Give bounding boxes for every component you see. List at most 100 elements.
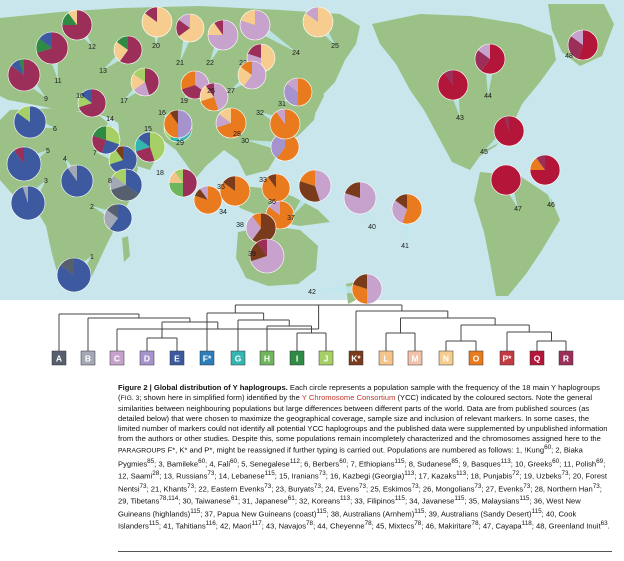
pie-slice-N [131, 73, 145, 91]
population-pie-44: 44 [474, 43, 506, 100]
caption-t3: (YCC) indicated by the coloured sectors.… [118, 392, 608, 443]
caption-paragroups[interactable]: PARAGROUPS [118, 447, 166, 455]
haplogroup-box-Q [529, 350, 545, 366]
caption-seg: ; 33, Filipinos [350, 496, 395, 506]
caption-figref[interactable]: FIG. 3 [120, 394, 140, 402]
caption-seg: ; 9, Basques [458, 459, 501, 469]
ref: 113 [340, 495, 351, 503]
caption-seg: ; 22, Eastern Evenks [194, 484, 265, 494]
caption-t4: F*, K* and P*, might be reassigned if fu… [165, 445, 545, 455]
pie-outline [10, 185, 46, 221]
caption-seg: ; 24, Evens [320, 484, 359, 494]
pie-slice-J [174, 169, 183, 183]
caption-ycc-link[interactable]: Y Chromosome Consortium [301, 392, 396, 402]
pie-slice-E [60, 165, 93, 197]
pie-outline [141, 6, 173, 38]
population-pie-20: 20 [141, 6, 173, 50]
pie-outline [529, 154, 561, 186]
population-number-label: 3 [44, 178, 48, 185]
pie-outline [77, 88, 107, 118]
ref: 60 [544, 444, 552, 452]
pie-slice-B [104, 209, 118, 230]
pie-slice-N [199, 85, 214, 102]
ref: 115 [394, 457, 405, 465]
pie-slice-R [504, 116, 509, 131]
ref: 60 [230, 457, 238, 465]
ref: 115 [190, 507, 201, 515]
haplogroup-label-H: H [264, 354, 270, 364]
population-pie-14: 14 [91, 116, 121, 155]
pie-outline [298, 169, 332, 203]
pie-slice-C [268, 201, 280, 215]
population-pie-10: 10 [76, 88, 107, 118]
population-number-label: 32 [256, 110, 264, 117]
caption-seg: ; 13, Russians [159, 471, 208, 481]
pie-slice-O [216, 108, 247, 138]
pie-slice-O [270, 109, 300, 140]
haplogroup-box-R [558, 350, 574, 366]
haplogroup-label-E: E [174, 354, 180, 364]
ref: 28 [152, 470, 160, 478]
ref: 115 [454, 495, 465, 503]
pie-outline [91, 125, 121, 155]
pie-slice-C [367, 274, 382, 304]
caption-seg: ; 16, Kazbegi (Georgia) [325, 471, 405, 481]
pie-slice-E [109, 204, 133, 232]
pie-slice-O [276, 133, 299, 161]
haplogroup-label-A: A [56, 354, 62, 364]
pie-outline [60, 164, 94, 198]
pie-slice-O [262, 174, 291, 203]
population-pie-41: 41 [391, 193, 423, 250]
population-number-label: 5 [46, 148, 50, 155]
population-number-label: 23 [239, 60, 247, 67]
pie-outline [343, 181, 377, 215]
haplogroup-label-L: L [383, 354, 388, 364]
population-number-label: 13 [99, 68, 107, 75]
population-number-label: 8 [108, 178, 112, 185]
caption-seg: ; 32, Koreans [294, 496, 340, 506]
caption-seg: ; 42, Maori [215, 521, 252, 531]
caption-t1: Each circle represents a population samp… [118, 383, 600, 402]
pie-outline [219, 175, 251, 207]
pie-outline [13, 105, 47, 139]
population-pie-13: 13 [99, 35, 143, 75]
ref: 61 [287, 495, 295, 503]
pie-outline [130, 67, 160, 97]
pie-outline [163, 109, 193, 139]
caption-seg: ; 43, Navajos [261, 521, 307, 531]
population-pie-2: 2 [90, 203, 133, 233]
pie-outline [6, 146, 42, 182]
haplogroup-box-E [169, 350, 185, 366]
pie-slice-R [214, 20, 223, 35]
population-number-label: 24 [292, 50, 300, 57]
ref: 63 [600, 520, 608, 528]
caption-seg: ; 37, Papua New Guineans (coast) [200, 509, 317, 519]
haplogroup-box-P [499, 350, 515, 366]
pie-outline [193, 185, 223, 215]
haplogroup-box-I [289, 350, 305, 366]
pie-slice-Q [491, 165, 521, 195]
pie-outline [269, 108, 301, 140]
ref: 72 [512, 470, 520, 478]
haplogroup-box-J [318, 350, 334, 366]
population-number-label: 41 [401, 243, 409, 250]
haplogroup-box-O [468, 350, 484, 366]
pie-slice-N [68, 10, 77, 25]
figure-caption: Figure 2 | Global distribution of Y hapl… [118, 383, 612, 532]
pie-slice-B [67, 165, 77, 181]
pie-outline [490, 164, 522, 196]
pie-slice-B [110, 175, 126, 190]
pie-slice-J [150, 132, 166, 162]
population-pie-43: 43 [437, 69, 469, 122]
population-pie-11: 11 [35, 31, 69, 85]
caption-seg: . [607, 521, 610, 531]
pie-slice-R [247, 44, 261, 58]
population-number-label: 12 [88, 44, 96, 51]
population-number-label: 20 [152, 43, 160, 50]
pie-outline [237, 60, 267, 90]
population-pie-15: 15 [134, 126, 166, 163]
pie-outline [493, 115, 525, 147]
population-number-label: 47 [514, 206, 522, 213]
population-number-label: 29 [176, 140, 184, 147]
pie-outline [437, 69, 469, 101]
